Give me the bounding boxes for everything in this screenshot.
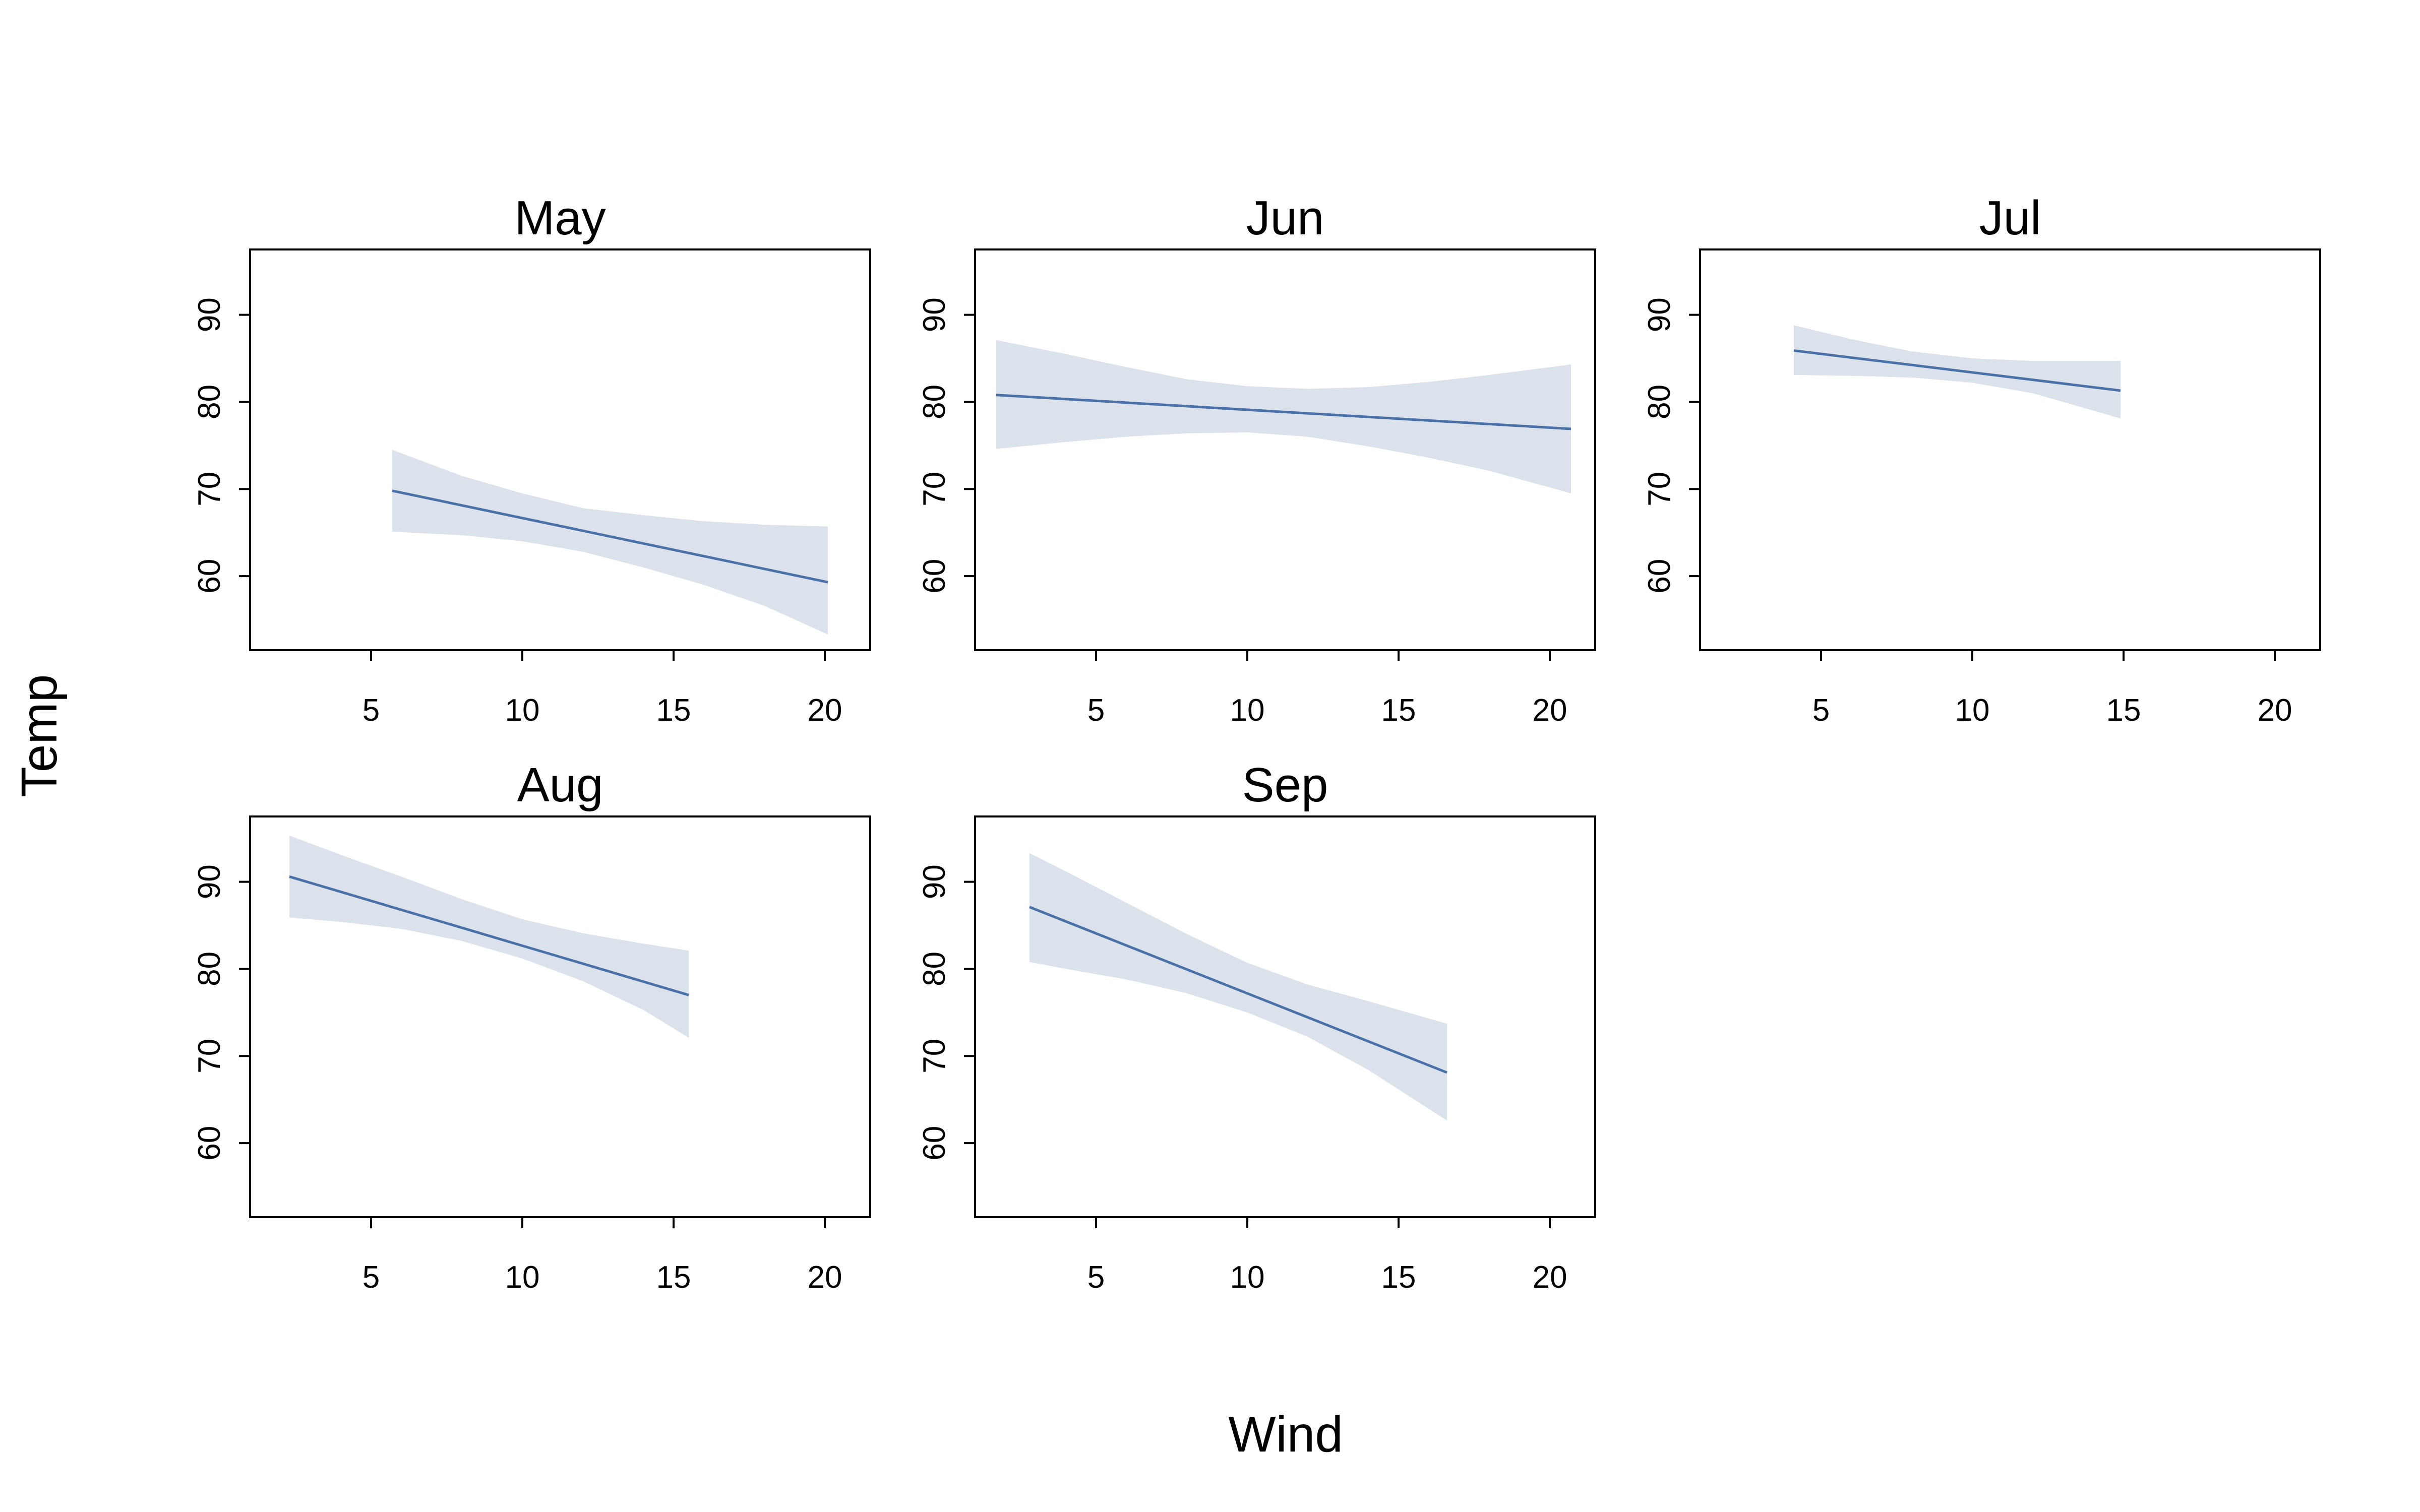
y-tick-label: 60	[917, 559, 952, 594]
confidence-band	[996, 340, 1571, 493]
x-tick-label: 5	[362, 1260, 380, 1295]
x-tick-label: 20	[808, 693, 842, 728]
x-tick-label: 5	[1812, 693, 1830, 728]
y-tick-label: 70	[192, 1039, 227, 1074]
y-tick-label: 90	[917, 864, 952, 899]
panel-frame	[974, 815, 1596, 1218]
x-tick-label: 10	[505, 693, 540, 728]
fit-line	[996, 394, 1571, 430]
panel-frame	[974, 248, 1596, 651]
y-tick-label: 90	[917, 297, 952, 332]
y-tick-label: 70	[192, 472, 227, 507]
y-tick-label: 90	[1642, 297, 1677, 332]
panel-may: May 5 10 15 20 60 70 80 90	[192, 191, 871, 728]
fit-line	[289, 875, 689, 996]
x-tick-label: 10	[1955, 693, 1990, 728]
y-tick-label: 80	[192, 385, 227, 419]
panels-group: May 5 10 15 20 60 70 80 90 Jun 5 10 15 20 60 70 80 90 Jul 5…	[192, 191, 2321, 1295]
panel-title: Sep	[1242, 758, 1328, 812]
panel-title: Aug	[517, 758, 603, 812]
panel-frame	[249, 815, 871, 1218]
y-axis-title: Temp	[11, 674, 68, 798]
fit-line	[1793, 349, 2121, 392]
y-tick-label: 90	[192, 864, 227, 899]
y-tick-label: 60	[192, 1126, 227, 1161]
x-tick-label: 15	[2106, 693, 2141, 728]
panel-jun: Jun 5 10 15 20 60 70 80 90	[917, 191, 1596, 728]
x-axis-title: Wind	[1228, 1406, 1343, 1463]
x-tick-label: 15	[1381, 693, 1416, 728]
x-tick-label: 10	[505, 1260, 540, 1295]
x-tick-label: 5	[1087, 1260, 1105, 1295]
y-tick-label: 70	[917, 1039, 952, 1074]
y-tick-label: 80	[917, 385, 952, 419]
y-tick-label: 70	[1642, 472, 1677, 507]
confidence-band	[1794, 325, 2121, 419]
fit-line	[392, 489, 828, 584]
panel-title: Jul	[1979, 191, 2041, 245]
confidence-band	[1030, 853, 1447, 1121]
x-tick-label: 20	[1533, 693, 1567, 728]
y-tick-label: 60	[1642, 559, 1677, 594]
y-tick-label: 80	[1642, 385, 1677, 419]
y-tick-label: 60	[917, 1126, 952, 1161]
confidence-band	[392, 450, 828, 635]
x-tick-label: 15	[1381, 1260, 1416, 1295]
panel-jul: Jul 5 10 15 20 60 70 80 90	[1642, 191, 2321, 728]
y-tick-label: 90	[192, 297, 227, 332]
panel-frame	[249, 248, 871, 651]
x-tick-label: 20	[808, 1260, 842, 1295]
y-tick-label: 70	[917, 472, 952, 507]
x-tick-label: 10	[1230, 1260, 1265, 1295]
panel-title: Jun	[1246, 191, 1324, 245]
x-tick-label: 10	[1230, 693, 1265, 728]
x-tick-label: 5	[1087, 693, 1105, 728]
panel-sep: Sep 5 10 15 20 60 70 80 90	[917, 758, 1596, 1295]
x-tick-label: 20	[1533, 1260, 1567, 1295]
x-tick-label: 20	[2258, 693, 2292, 728]
fit-line	[1029, 906, 1447, 1074]
y-tick-label: 80	[192, 952, 227, 986]
panel-title: May	[514, 191, 606, 245]
x-tick-label: 5	[362, 693, 380, 728]
y-tick-label: 60	[192, 559, 227, 594]
x-tick-label: 15	[656, 693, 691, 728]
panel-frame	[1699, 248, 2321, 651]
x-tick-label: 15	[656, 1260, 691, 1295]
y-tick-label: 80	[917, 952, 952, 986]
panel-aug: Aug 5 10 15 20 60 70 80 90	[192, 758, 871, 1295]
